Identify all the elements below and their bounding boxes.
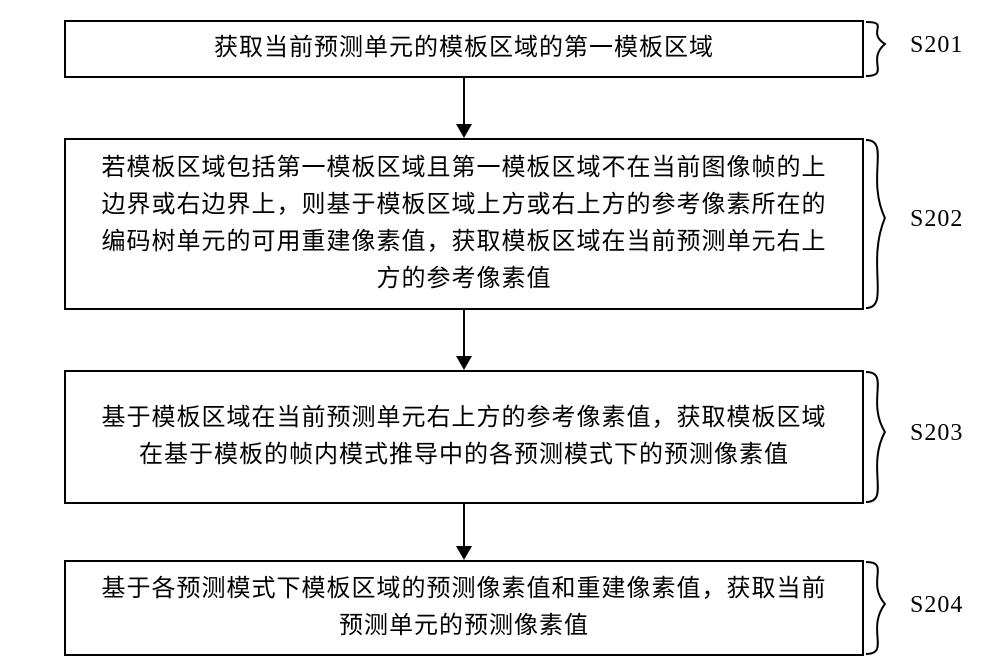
step-text: 若模板区域包括第一模板区域且第一模板区域不在当前图像帧的上边界或右边界上，则基于… xyxy=(94,150,834,299)
brace-connector xyxy=(864,138,902,310)
brace-connector xyxy=(864,20,902,78)
step-label-s204: S204 xyxy=(910,592,963,619)
step-label-s202: S202 xyxy=(910,206,963,233)
step-text: 获取当前预测单元的模板区域的第一模板区域 xyxy=(214,30,714,67)
step-box-s201: 获取当前预测单元的模板区域的第一模板区域 xyxy=(64,20,864,78)
step-label-s201: S201 xyxy=(910,32,963,59)
step-text: 基于各预测模式下模板区域的预测像素值和重建像素值，获取当前预测单元的预测像素值 xyxy=(94,571,834,645)
brace-connector xyxy=(864,560,902,656)
flowchart-canvas: 获取当前预测单元的模板区域的第一模板区域 S201 若模板区域包括第一模板区域且第一… xyxy=(0,0,1000,666)
step-box-s203: 基于模板区域在当前预测单元右上方的参考像素值，获取模板区域在基于模板的帧内模式推… xyxy=(64,370,864,504)
flow-arrow xyxy=(449,78,479,138)
step-label-s203: S203 xyxy=(910,420,963,447)
step-box-s204: 基于各预测模式下模板区域的预测像素值和重建像素值，获取当前预测单元的预测像素值 xyxy=(64,560,864,656)
step-text: 基于模板区域在当前预测单元右上方的参考像素值，获取模板区域在基于模板的帧内模式推… xyxy=(94,400,834,474)
flow-arrow xyxy=(449,504,479,560)
brace-connector xyxy=(864,370,902,504)
step-box-s202: 若模板区域包括第一模板区域且第一模板区域不在当前图像帧的上边界或右边界上，则基于… xyxy=(64,138,864,310)
flow-arrow xyxy=(449,310,479,370)
